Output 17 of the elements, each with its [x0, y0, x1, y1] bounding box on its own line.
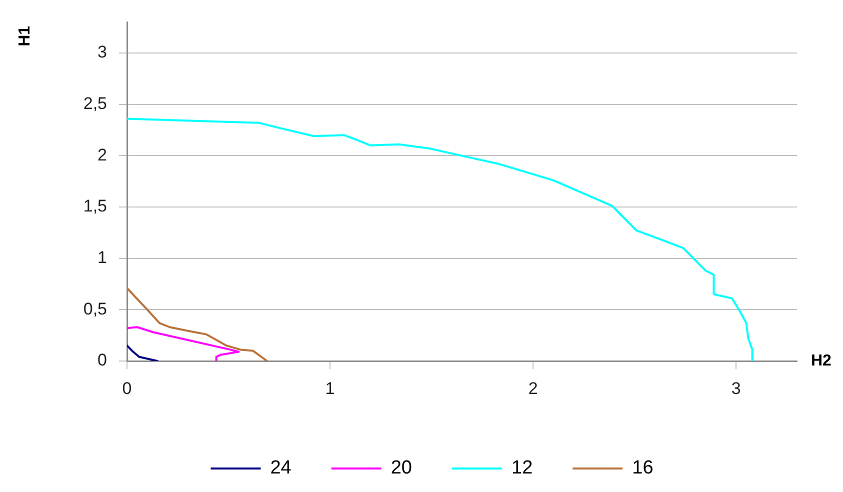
- legend-label: 24: [270, 458, 292, 479]
- y-tick-label: 2,5: [83, 94, 107, 114]
- y-axis-title: H1: [16, 26, 34, 46]
- y-tick-label: 3: [98, 42, 107, 62]
- y-tick-label: 1: [98, 248, 107, 268]
- x-tick-label: 1: [325, 378, 335, 398]
- y-tick-label: 0,5: [83, 299, 107, 318]
- legend-label: 16: [632, 458, 654, 479]
- y-tick-label: 1,5: [83, 196, 107, 216]
- x-axis-title: H2: [811, 352, 832, 370]
- x-tick-label: 2: [528, 378, 538, 398]
- legend-label: 20: [390, 458, 412, 479]
- legend-label: 12: [512, 458, 533, 479]
- x-tick-label: 3: [731, 378, 741, 398]
- x-tick-label: 0: [122, 378, 132, 398]
- y-tick-label: 0: [98, 350, 107, 370]
- y-tick-label: 2: [98, 145, 107, 164]
